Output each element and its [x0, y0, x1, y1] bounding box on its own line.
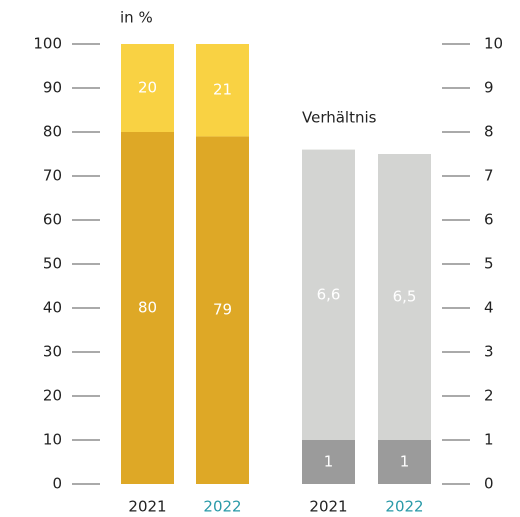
- bar-segment: [121, 132, 174, 484]
- y-tick-label: 50: [43, 255, 62, 273]
- y-tick-label: 2: [484, 387, 494, 405]
- value-label: 1: [324, 453, 334, 471]
- bar-segment: [378, 154, 431, 440]
- y-tick-label: 0: [52, 475, 62, 493]
- y-tick-label: 20: [43, 387, 62, 405]
- y-tick-label: 60: [43, 211, 62, 229]
- bar-segment: [302, 149, 355, 440]
- bar-segment: [378, 440, 431, 484]
- y-tick-label: 80: [43, 123, 62, 141]
- chart-title: Verhältnis: [302, 109, 377, 127]
- bar-segment: [302, 440, 355, 484]
- bar-segment: [196, 44, 249, 137]
- y-tick-label: 4: [484, 299, 494, 317]
- y-tick-label: 100: [33, 35, 62, 53]
- value-label: 6,5: [393, 288, 417, 306]
- bar-segment: [121, 44, 174, 132]
- value-label: 79: [213, 301, 232, 319]
- y-tick-label: 90: [43, 79, 62, 97]
- y-tick-label: 10: [43, 431, 62, 449]
- y-tick-label: 70: [43, 167, 62, 185]
- value-label: 21: [213, 81, 232, 99]
- bar-segment: [196, 136, 249, 484]
- y-tick-label: 3: [484, 343, 494, 361]
- y-tick-label: 10: [484, 35, 503, 53]
- value-label: 1: [400, 453, 410, 471]
- y-tick-label: 6: [484, 211, 494, 229]
- y-tick-label: 7: [484, 167, 494, 185]
- y-tick-label: 30: [43, 343, 62, 361]
- y-tick-label: 1: [484, 431, 494, 449]
- x-tick-label: 2021: [309, 498, 347, 516]
- x-tick-label: 2021: [128, 498, 166, 516]
- y-tick-label: 40: [43, 299, 62, 317]
- y-tick-label: 8: [484, 123, 494, 141]
- x-tick-label: 2022: [385, 498, 423, 516]
- value-label: 6,6: [317, 285, 341, 303]
- y-tick-label: 0: [484, 475, 494, 493]
- y-tick-label: 9: [484, 79, 494, 97]
- value-label: 80: [138, 299, 157, 317]
- x-tick-label: 2022: [203, 498, 241, 516]
- y-tick-label: 5: [484, 255, 494, 273]
- value-label: 20: [138, 79, 157, 97]
- y-axis-label: in %: [120, 9, 153, 27]
